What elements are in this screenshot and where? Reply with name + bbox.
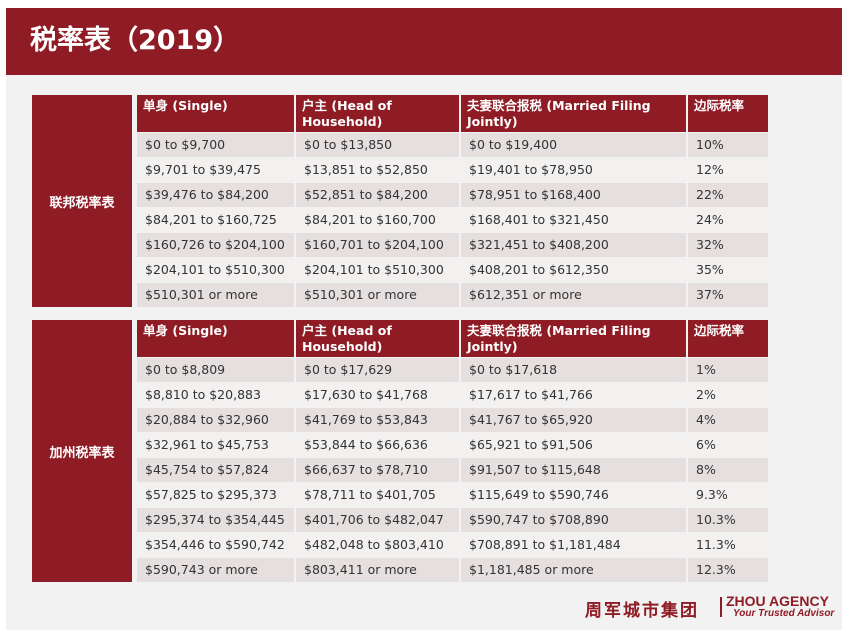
california-table-cell: $401,706 to $482,047 bbox=[296, 508, 459, 532]
federal-table-cell: $160,701 to $204,100 bbox=[296, 233, 459, 257]
federal-table-cell: $9,701 to $39,475 bbox=[137, 158, 294, 182]
federal-section-label: 联邦税率表 bbox=[32, 95, 132, 307]
california-table-cell: $41,769 to $53,843 bbox=[296, 408, 459, 432]
federal-table-cell: 35% bbox=[688, 258, 768, 282]
brand-divider bbox=[720, 597, 722, 617]
california-table-cell: 10.3% bbox=[688, 508, 768, 532]
federal-table-cell: $13,851 to $52,850 bbox=[296, 158, 459, 182]
federal-table-cell: $19,401 to $78,950 bbox=[461, 158, 686, 182]
federal-table-cell: $510,301 or more bbox=[296, 283, 459, 307]
federal-table-cell: $612,351 or more bbox=[461, 283, 686, 307]
california-table-cell: 8% bbox=[688, 458, 768, 482]
brand-logo-english: ZHOU AGENCY bbox=[726, 593, 829, 609]
california-table-cell: $78,711 to $401,705 bbox=[296, 483, 459, 507]
california-table-cell: 1% bbox=[688, 358, 768, 382]
california-table-cell: $0 to $8,809 bbox=[137, 358, 294, 382]
california-table-cell: 11.3% bbox=[688, 533, 768, 557]
california-section-label: 加州税率表 bbox=[32, 320, 132, 582]
california-table-cell: $20,884 to $32,960 bbox=[137, 408, 294, 432]
federal-table-cell: $510,301 or more bbox=[137, 283, 294, 307]
california-table-cell: $41,767 to $65,920 bbox=[461, 408, 686, 432]
federal-table-cell: 22% bbox=[688, 183, 768, 207]
california-table-cell: 6% bbox=[688, 433, 768, 457]
federal-table-cell: $84,201 to $160,725 bbox=[137, 208, 294, 232]
california-table-cell: 9.3% bbox=[688, 483, 768, 507]
california-table-cell: 12.3% bbox=[688, 558, 768, 582]
california-table-cell: $66,637 to $78,710 bbox=[296, 458, 459, 482]
california-column-header: 单身 (Single) bbox=[137, 320, 294, 357]
federal-table-cell: $0 to $19,400 bbox=[461, 133, 686, 157]
california-table-cell: $91,507 to $115,648 bbox=[461, 458, 686, 482]
california-table-cell: 4% bbox=[688, 408, 768, 432]
federal-table-cell: $78,951 to $168,400 bbox=[461, 183, 686, 207]
federal-table-cell: $204,101 to $510,300 bbox=[296, 258, 459, 282]
federal-table-cell: 24% bbox=[688, 208, 768, 232]
california-table-cell: $803,411 or more bbox=[296, 558, 459, 582]
federal-column-header: 边际税率 bbox=[688, 95, 768, 132]
california-column-header: 户主 (Head of Household) bbox=[296, 320, 459, 357]
california-table-cell: $53,844 to $66,636 bbox=[296, 433, 459, 457]
california-table-cell: $354,446 to $590,742 bbox=[137, 533, 294, 557]
california-table-cell: $295,374 to $354,445 bbox=[137, 508, 294, 532]
california-table-cell: $57,825 to $295,373 bbox=[137, 483, 294, 507]
federal-table-cell: 37% bbox=[688, 283, 768, 307]
california-table-cell: $65,921 to $91,506 bbox=[461, 433, 686, 457]
brand-tagline: Your Trusted Advisor bbox=[733, 608, 835, 619]
california-table-cell: 2% bbox=[688, 383, 768, 407]
california-table-cell: $17,630 to $41,768 bbox=[296, 383, 459, 407]
federal-table-cell: $0 to $13,850 bbox=[296, 133, 459, 157]
federal-table-cell: 32% bbox=[688, 233, 768, 257]
california-table-cell: $45,754 to $57,824 bbox=[137, 458, 294, 482]
federal-table-cell: $84,201 to $160,700 bbox=[296, 208, 459, 232]
california-table-cell: $590,747 to $708,890 bbox=[461, 508, 686, 532]
federal-table-cell: 12% bbox=[688, 158, 768, 182]
california-column-header: 边际税率 bbox=[688, 320, 768, 357]
california-table-cell: $8,810 to $20,883 bbox=[137, 383, 294, 407]
federal-table-cell: 10% bbox=[688, 133, 768, 157]
california-table-cell: $482,048 to $803,410 bbox=[296, 533, 459, 557]
federal-table-cell: $52,851 to $84,200 bbox=[296, 183, 459, 207]
california-column-header: 夫妻联合报税 (Married Filing Jointly) bbox=[461, 320, 686, 357]
federal-table-cell: $39,476 to $84,200 bbox=[137, 183, 294, 207]
federal-table-cell: $321,451 to $408,200 bbox=[461, 233, 686, 257]
federal-table-cell: $160,726 to $204,100 bbox=[137, 233, 294, 257]
california-table-cell: $0 to $17,618 bbox=[461, 358, 686, 382]
federal-table-cell: $408,201 to $612,350 bbox=[461, 258, 686, 282]
federal-table-cell: $0 to $9,700 bbox=[137, 133, 294, 157]
federal-table-cell: $168,401 to $321,450 bbox=[461, 208, 686, 232]
california-table-cell: $32,961 to $45,753 bbox=[137, 433, 294, 457]
california-table-cell: $0 to $17,629 bbox=[296, 358, 459, 382]
federal-column-header: 单身 (Single) bbox=[137, 95, 294, 132]
page-title: 税率表（2019） bbox=[30, 25, 241, 56]
brand-logo-chinese: 周军城市集团 bbox=[585, 601, 699, 621]
federal-column-header: 夫妻联合报税 (Married Filing Jointly) bbox=[461, 95, 686, 132]
california-table-cell: $708,891 to $1,181,484 bbox=[461, 533, 686, 557]
california-table-cell: $17,617 to $41,766 bbox=[461, 383, 686, 407]
california-table-cell: $590,743 or more bbox=[137, 558, 294, 582]
california-table-cell: $1,181,485 or more bbox=[461, 558, 686, 582]
federal-table-cell: $204,101 to $510,300 bbox=[137, 258, 294, 282]
title-bar: 税率表（2019） bbox=[6, 8, 842, 75]
california-table-cell: $115,649 to $590,746 bbox=[461, 483, 686, 507]
federal-column-header: 户主 (Head of Household) bbox=[296, 95, 459, 132]
